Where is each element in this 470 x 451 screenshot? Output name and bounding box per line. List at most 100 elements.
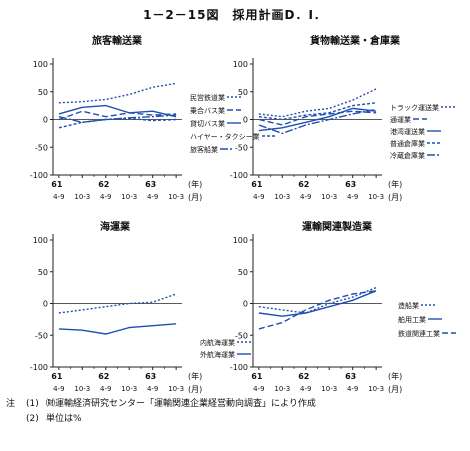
chart-0-series-4-line <box>58 114 177 124</box>
chart-1-legend-label-4: 冷蔵倉庫業 <box>390 151 425 160</box>
chart-1-year-label: 62 <box>298 180 309 189</box>
chart-0-legend-label-2: 貸切バス業 <box>190 119 225 128</box>
chart-0-x-tick-label: 4-9 <box>53 193 64 201</box>
chart-2-x-tick-label: 4-9 <box>100 385 111 393</box>
chart-3-y-tick-label: 100 <box>233 236 248 245</box>
note-1-text: ㈶運輸経済研究センター「運輸関連企業経営動向調査」により作成 <box>46 399 316 409</box>
chart-1-y-tick-label: 0 <box>243 116 248 125</box>
chart-3-legend-label-0: 造船業 <box>398 301 419 310</box>
chart-3-y-tick-label: -50 <box>235 331 248 340</box>
chart-0-year-label: 62 <box>98 180 109 189</box>
chart-1-x-tick-label: 10-3 <box>368 193 384 201</box>
chart-1-legend-label-2: 港湾運送業 <box>390 127 425 136</box>
notes: 注 (1) ㈶運輸経済研究センター「運輸関連企業経営動向調査」により作成 (2) 単位… <box>6 397 316 427</box>
note-1: 注 (1) ㈶運輸経済研究センター「運輸関連企業経営動向調査」により作成 <box>6 397 316 412</box>
chart-0-y-tick-label: 50 <box>38 88 48 97</box>
chart-3-x-tick-label: 4-9 <box>253 385 264 393</box>
chart-2-y-tick-label: 0 <box>43 300 48 309</box>
chart-0-legend-label-1: 乗合バス業 <box>190 106 225 115</box>
chart-1-year-label: 63 <box>345 180 356 189</box>
chart-3-x-tick-label: 10-3 <box>321 385 337 393</box>
chart-0-month-unit: (月) <box>188 193 202 202</box>
chart-2-y-tick-label: 50 <box>38 268 48 277</box>
chart-0-series-3-line <box>58 117 177 129</box>
chart-2-x-tick-label: 4-9 <box>53 385 64 393</box>
chart-0-x-tick-label: 10-3 <box>168 193 184 201</box>
chart-1-legend-label-0: トラック運送業 <box>390 103 439 112</box>
note-mark: 注 <box>6 399 16 409</box>
chart-0-year-label: 63 <box>145 180 156 189</box>
chart-3-legend-label-2: 鉄道関連工業 <box>398 329 440 338</box>
chart-0-legend-label-0: 民営鉄道業 <box>190 93 225 102</box>
chart-1-y-tick-label: 50 <box>238 88 248 97</box>
chart-2-year-label: 61 <box>51 372 63 381</box>
chart-1-legend-label-3: 普通倉庫業 <box>390 139 425 148</box>
chart-0-title: 旅客輸送業 <box>92 34 143 47</box>
note-2: (2) 単位は% <box>6 412 316 427</box>
chart-3-year-label: 62 <box>298 372 309 381</box>
chart-0-series-2-line <box>58 104 177 118</box>
chart-2-x-tick-label: 10-3 <box>121 385 137 393</box>
chart-3-series-2-line <box>258 290 377 330</box>
chart-1-x-tick-label: 4-9 <box>253 193 264 201</box>
chart-2-year-label: 63 <box>145 372 156 381</box>
chart-1-series-1-line <box>258 110 377 126</box>
chart-2-legend-label-0: 内航海運業 <box>200 338 235 347</box>
chart-1-series-0-line <box>258 88 377 118</box>
chart-0-legend-label-4: 旅客船業 <box>190 145 218 154</box>
chart-1-title: 貨物輸送業・倉庫業 <box>310 34 401 47</box>
chart-3-x-tick-label: 10-3 <box>368 385 384 393</box>
chart-2-y-tick-label: -50 <box>35 331 48 340</box>
chart-1-month-unit: (月) <box>388 193 402 202</box>
chart-3-y-tick-label: 0 <box>243 300 248 309</box>
chart-0-x-tick-label: 10-3 <box>121 193 137 201</box>
chart-0-y-tick-label: -100 <box>30 171 48 180</box>
chart-0-y-tick-label: 0 <box>43 116 48 125</box>
chart-3-title: 運輸関連製造業 <box>302 220 373 233</box>
chart-3-x-tick-label: 4-9 <box>300 385 311 393</box>
chart-1-y-tick-label: 100 <box>233 60 248 69</box>
chart-0-x-tick-label: 4-9 <box>100 193 111 201</box>
chart-0-legend-label-3: ハイヤー・タクシー業 <box>190 132 260 141</box>
chart-3-y-tick-label: 50 <box>238 268 248 277</box>
chart-2-x-tick-label: 10-3 <box>74 385 90 393</box>
note-2-number: (2) <box>26 414 39 424</box>
page-title: 1－2－15図 採用計画D．I． <box>143 8 327 22</box>
chart-0-series-1-line <box>58 110 177 121</box>
chart-2-y-tick-label: -100 <box>30 363 48 372</box>
chart-0-x-tick-label: 4-9 <box>147 193 158 201</box>
chart-3-month-unit: (月) <box>388 385 402 394</box>
chart-2-y-tick-label: 100 <box>33 236 48 245</box>
chart-3-series-0-line <box>258 286 377 314</box>
note-1-number: (1) <box>26 399 39 409</box>
chart-1-series-4-line <box>258 108 377 135</box>
chart-3-legend-label-1: 舶用工業 <box>398 315 426 324</box>
chart-3-year-label: 63 <box>345 372 356 381</box>
chart-2-year-unit: (年) <box>188 371 202 381</box>
chart-0-x-tick-label: 10-3 <box>74 193 90 201</box>
chart-2-month-unit: (月) <box>188 385 202 394</box>
chart-1-x-tick-label: 4-9 <box>347 193 358 201</box>
chart-1-series-2-line <box>258 107 377 132</box>
chart-2-year-label: 62 <box>98 372 109 381</box>
chart-1-legend-label-1: 通運業 <box>390 115 411 124</box>
chart-2-title: 海運業 <box>100 220 131 233</box>
chart-1-x-tick-label: 10-3 <box>274 193 290 201</box>
chart-2-x-tick-label: 10-3 <box>168 385 184 393</box>
chart-1-x-tick-label: 10-3 <box>321 193 337 201</box>
chart-3-year-label: 61 <box>251 372 263 381</box>
chart-0-series-0-line <box>58 82 177 104</box>
chart-1-year-unit: (年) <box>388 179 402 189</box>
chart-0-y-tick-label: 100 <box>33 60 48 69</box>
chart-0-year-unit: (年) <box>188 179 202 189</box>
chart-3-y-tick-label: -100 <box>230 363 248 372</box>
chart-1-year-label: 61 <box>251 180 263 189</box>
chart-3-series-1-line <box>258 290 377 317</box>
chart-1-x-tick-label: 4-9 <box>300 193 311 201</box>
chart-1-y-tick-label: -100 <box>230 171 248 180</box>
chart-0-y-tick-label: -50 <box>35 143 48 152</box>
chart-3-x-tick-label: 10-3 <box>274 385 290 393</box>
note-2-text: 単位は% <box>46 414 82 424</box>
chart-2-legend-label-1: 外航海運業 <box>200 350 235 359</box>
